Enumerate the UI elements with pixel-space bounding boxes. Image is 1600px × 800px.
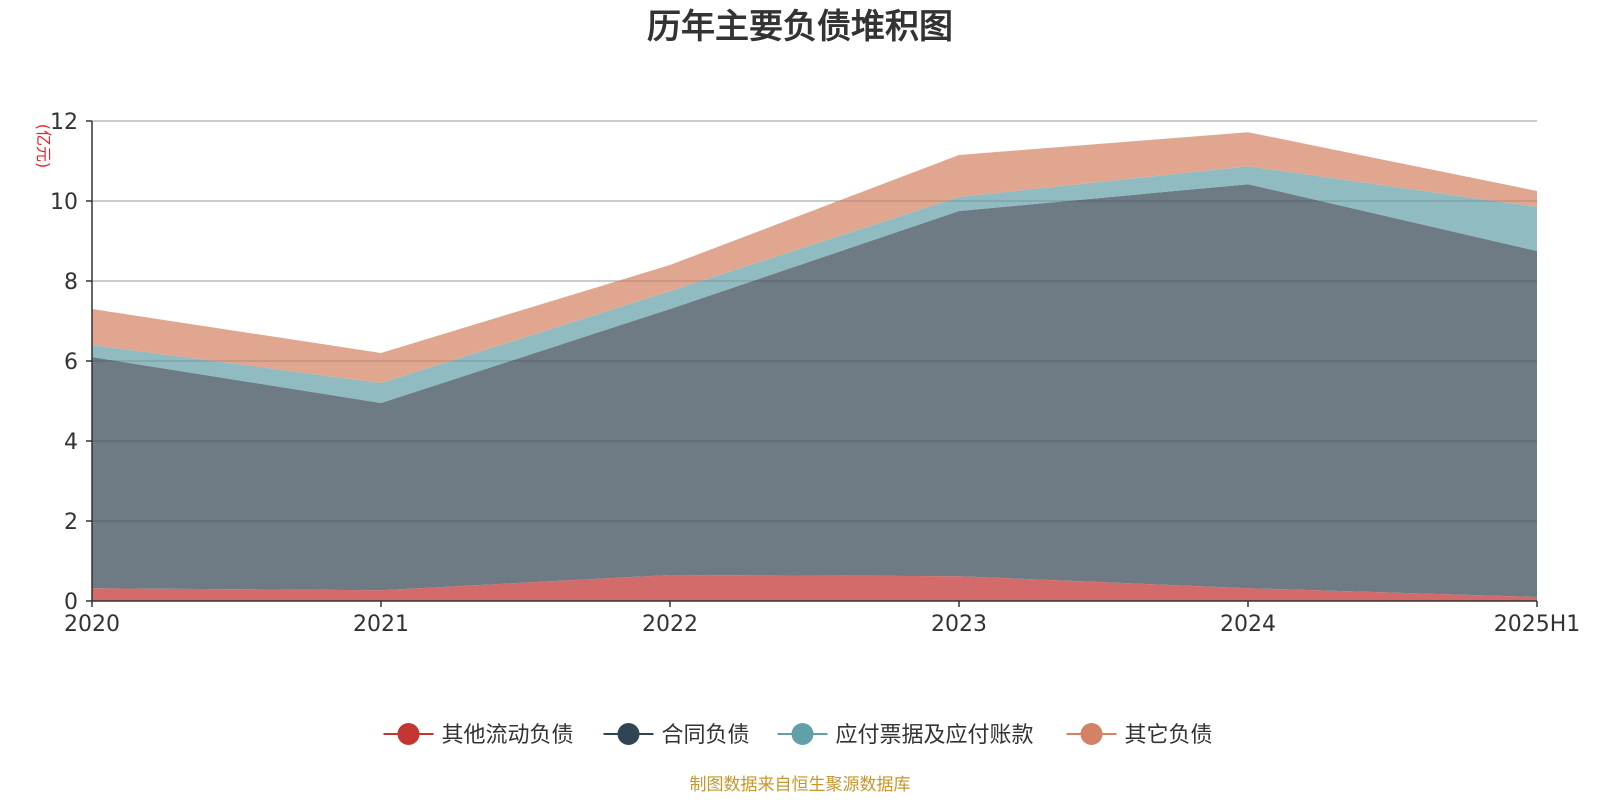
x-tick-label: 2024 <box>1220 612 1276 637</box>
legend-item[interactable]: 合同负债 <box>603 723 750 748</box>
legend-label: 合同负债 <box>662 723 750 748</box>
x-tick-label: 2025H1 <box>1494 612 1581 637</box>
legend-item[interactable]: 其他流动负债 <box>383 723 574 748</box>
area-series-group <box>92 120 1537 601</box>
axes: 0 2 4 6 8 10 12 2020 2021 2022 2023 2024 2025H1 <box>50 110 1580 637</box>
area-series[interactable] <box>92 132 1537 383</box>
legend-label: 其它负债 <box>1125 723 1213 748</box>
y-tick-label: 2 <box>64 510 78 535</box>
area-series[interactable] <box>92 184 1537 597</box>
legend-item[interactable]: 应付票据及应付账款 <box>777 723 1034 748</box>
y-tick-label: 0 <box>64 590 78 615</box>
area-series[interactable] <box>92 575 1537 601</box>
legend-item[interactable]: 其它负债 <box>1066 723 1213 748</box>
area-series[interactable] <box>92 166 1537 403</box>
legend-marker-icon <box>791 723 814 745</box>
legend-marker-icon <box>397 723 420 745</box>
legend[interactable]: 其他流动负债 合同负债 应付票据及应付账款 其它负债 <box>383 723 1213 748</box>
chart-title: 历年主要负债堆积图 <box>647 7 953 47</box>
y-tick-label: 10 <box>50 190 78 215</box>
y-tick-label: 12 <box>50 110 78 135</box>
y-tick-label: 4 <box>64 430 78 455</box>
y-tick-label: 8 <box>64 270 78 295</box>
legend-marker-icon <box>1080 723 1103 745</box>
x-tick-label: 2022 <box>642 612 698 637</box>
source-note: 制图数据来自恒生聚源数据库 <box>690 775 911 795</box>
x-tick-label: 2020 <box>64 612 120 637</box>
y-tick-label: 6 <box>64 350 78 375</box>
x-tick-label: 2021 <box>353 612 409 637</box>
legend-label: 其他流动负债 <box>442 723 574 748</box>
legend-marker-icon <box>617 723 640 745</box>
y-axis-unit-label: (亿元) <box>34 124 53 169</box>
legend-label: 应付票据及应付账款 <box>836 723 1034 748</box>
x-tick-label: 2023 <box>931 612 987 637</box>
